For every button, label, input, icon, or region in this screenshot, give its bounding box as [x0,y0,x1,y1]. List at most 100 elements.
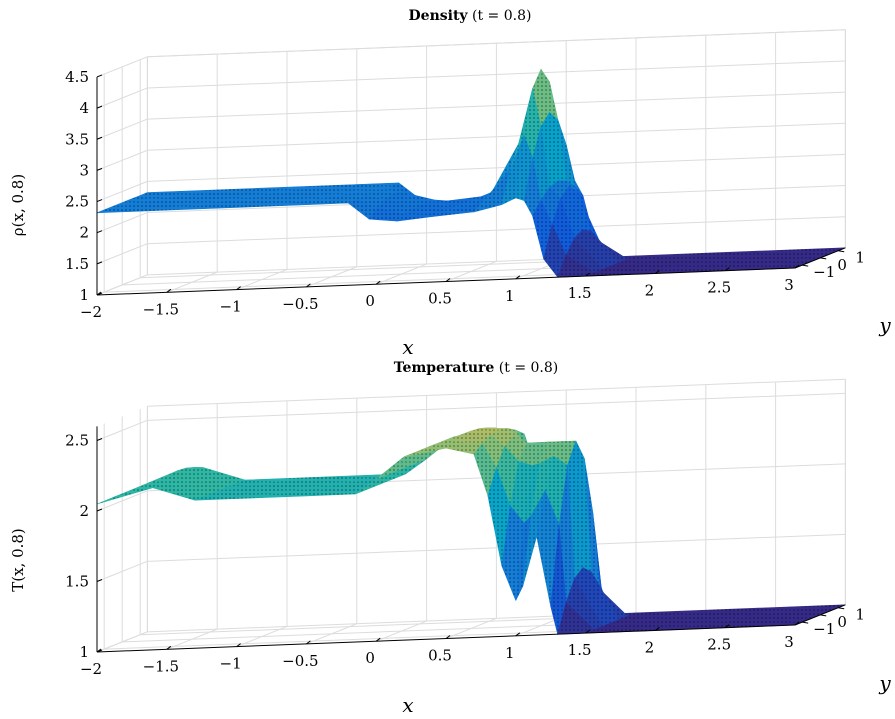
x-tick [445,635,451,639]
surface-mesh [655,621,804,631]
surface-mesh [518,442,541,466]
surface-mesh [539,441,562,464]
z-tick-label: 2.5 [65,432,89,450]
surface-mesh [253,194,332,201]
surface-mesh [462,429,500,436]
surface-mesh [323,193,374,198]
surface-mesh [541,69,558,120]
surface-mesh [557,602,594,635]
surface-mesh [211,488,262,494]
surface-mesh [169,470,220,494]
z-tick [96,292,103,296]
x-tick-label: 3 [784,276,794,294]
temperature-x-label: x [402,693,413,717]
surface-mesh [105,203,184,210]
z-tick [96,261,103,265]
surface-mesh [552,198,575,256]
surface-mesh [420,431,472,451]
x-tick [515,275,521,280]
surface-mesh [655,264,804,274]
surface-mesh [689,608,837,617]
z-tick [96,136,103,140]
surface-mesh [306,199,357,205]
surface-mesh [560,186,583,239]
surface-mesh [236,478,287,484]
x-tick [375,280,381,285]
surface-mesh [566,238,603,273]
grid-line [147,153,846,182]
y-tick [802,264,809,267]
surface-mesh [515,515,532,601]
surface-mesh [524,88,541,159]
x-tick-label: 0.5 [428,647,452,665]
surface-mesh [397,213,441,222]
surface-mesh [566,578,603,630]
grid-line [147,216,846,245]
surface-mesh [567,441,583,579]
surface-mesh [663,261,812,270]
surface-mesh [553,441,576,466]
x-tick [794,621,800,626]
surface-mesh [499,428,522,440]
surface-mesh [397,458,427,478]
surface-mesh [200,190,279,197]
surface-mesh [323,483,381,490]
surface-mesh [388,462,419,481]
surface-mesh [482,435,505,468]
surface-mesh [253,485,332,492]
surface-mesh [97,480,162,504]
x-tick [306,283,311,288]
surface-mesh [680,611,829,621]
surface-mesh [496,446,519,507]
temperature-z-label: T(x, 0.8) [9,528,27,592]
surface-mesh [440,194,491,214]
x-tick-label: −2 [80,660,102,678]
surface-mesh [672,257,821,267]
grid-line [147,122,846,151]
surface-mesh [404,441,455,457]
x-tick-label: −1.5 [143,657,179,675]
surface-mesh [228,481,279,487]
surface-mesh [454,435,491,444]
z-tick [96,649,103,653]
x-tick-label: 3 [784,633,794,651]
surface-mesh [356,196,386,208]
surface-mesh [377,198,414,215]
surface-mesh [236,492,315,499]
density-x-label: x [402,335,413,359]
x-tick-label: 1 [505,287,515,305]
surface-mesh [97,206,176,213]
surface-mesh [594,266,673,273]
surface-mesh [510,461,533,524]
x-tick-label: −2 [80,303,102,321]
grid-line [147,29,846,58]
x-tick [236,286,241,291]
surface-mesh [355,475,385,494]
surface-mesh [446,441,483,455]
z-tick-label: 3.5 [65,130,89,148]
surface-mesh [602,263,681,270]
z-tick [96,230,103,234]
surface-mesh [549,180,569,199]
x-tick [655,269,660,274]
surface-mesh [541,187,561,225]
grid-line [147,392,846,421]
surface-mesh [380,465,410,484]
surface-mesh [627,253,706,260]
x-tick [585,629,590,634]
surface-mesh [412,435,463,454]
z-tick-label: 2 [79,224,89,242]
surface-mesh [557,119,575,187]
grid-line [147,378,846,407]
x-tick-label: −1.5 [143,300,179,318]
surface-mesh [663,618,812,627]
x-tick [724,267,730,272]
x-tick [306,640,311,645]
density-panel: −2 −1.5 −1 −0.5 0 0.5 1 1.5 2 2.5 3−1 0 111.522.533.… [65,29,865,321]
surface-mesh [306,490,364,496]
surface-mesh [602,620,681,627]
surface-mesh [331,189,382,195]
surface-mesh [680,254,829,264]
surface-mesh [585,627,664,634]
